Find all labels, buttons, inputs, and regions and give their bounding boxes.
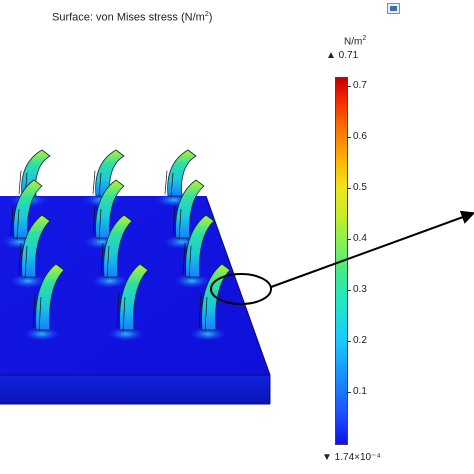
pillar-edge (92, 170, 102, 198)
colorbar-tick-label: 0.3 (353, 284, 367, 295)
colorbar-min-label: ▼ 1.74×10⁻⁴ (322, 452, 381, 463)
pillar-base-glow (174, 274, 210, 288)
pillar-edge (32, 293, 42, 332)
colorbar-tick (347, 239, 351, 240)
pillar (175, 179, 205, 239)
colorbar-tick (347, 86, 351, 87)
pillar (103, 214, 133, 278)
colorbar-tick-label: 0.7 (353, 80, 367, 91)
stress-surface-plot (0, 149, 271, 405)
colorbar-tick (347, 188, 351, 189)
colorbar-unit: N/m2 (344, 35, 367, 48)
colorbar-tick-label: 0.4 (353, 233, 367, 244)
plot-title: Surface: von Mises stress (N/m2) (52, 11, 213, 24)
colorbar-tick-label: 0.5 (353, 182, 367, 193)
pillar-base-glow (92, 274, 128, 288)
colorbar (335, 77, 348, 445)
window-icon[interactable] (387, 3, 400, 14)
pillar-array (2, 149, 231, 341)
pillar-edge (164, 170, 174, 198)
colorbar-tick (347, 137, 351, 138)
substrate-front-face (0, 375, 270, 404)
colorbar-tick (347, 392, 351, 393)
colorbar-tick (347, 290, 351, 291)
pillar-edge (182, 242, 192, 279)
pillar (13, 179, 43, 239)
pillar-edge (198, 293, 208, 332)
plot-window: Surface: von Mises stress (N/m2) N/m2 ▲ … (0, 3, 400, 463)
outside-region (404, 0, 474, 474)
pillar-base-glow (190, 327, 226, 341)
pillar (21, 214, 51, 278)
colorbar-tick-label: 0.1 (353, 386, 367, 397)
pillar-edge (116, 293, 126, 332)
pillar-edge (100, 242, 110, 279)
colorbar-tick-label: 0.6 (353, 131, 367, 142)
pillar-edge (18, 242, 28, 279)
colorbar-max-label: ▲ 0.71 (326, 50, 359, 61)
pillar-edge (172, 206, 182, 240)
pillar (185, 214, 215, 278)
pillar-edge (10, 206, 20, 240)
pillar-base-glow (108, 327, 144, 341)
pillar-base-glow (24, 327, 60, 341)
pillar (167, 149, 197, 197)
pillar (119, 263, 149, 331)
colorbar-tick (347, 341, 351, 342)
pillar (35, 263, 65, 331)
pillar-base-glow (10, 274, 46, 288)
pillar (95, 179, 125, 239)
colorbar-tick-label: 0.2 (353, 335, 367, 346)
pillar-edge (92, 206, 102, 240)
